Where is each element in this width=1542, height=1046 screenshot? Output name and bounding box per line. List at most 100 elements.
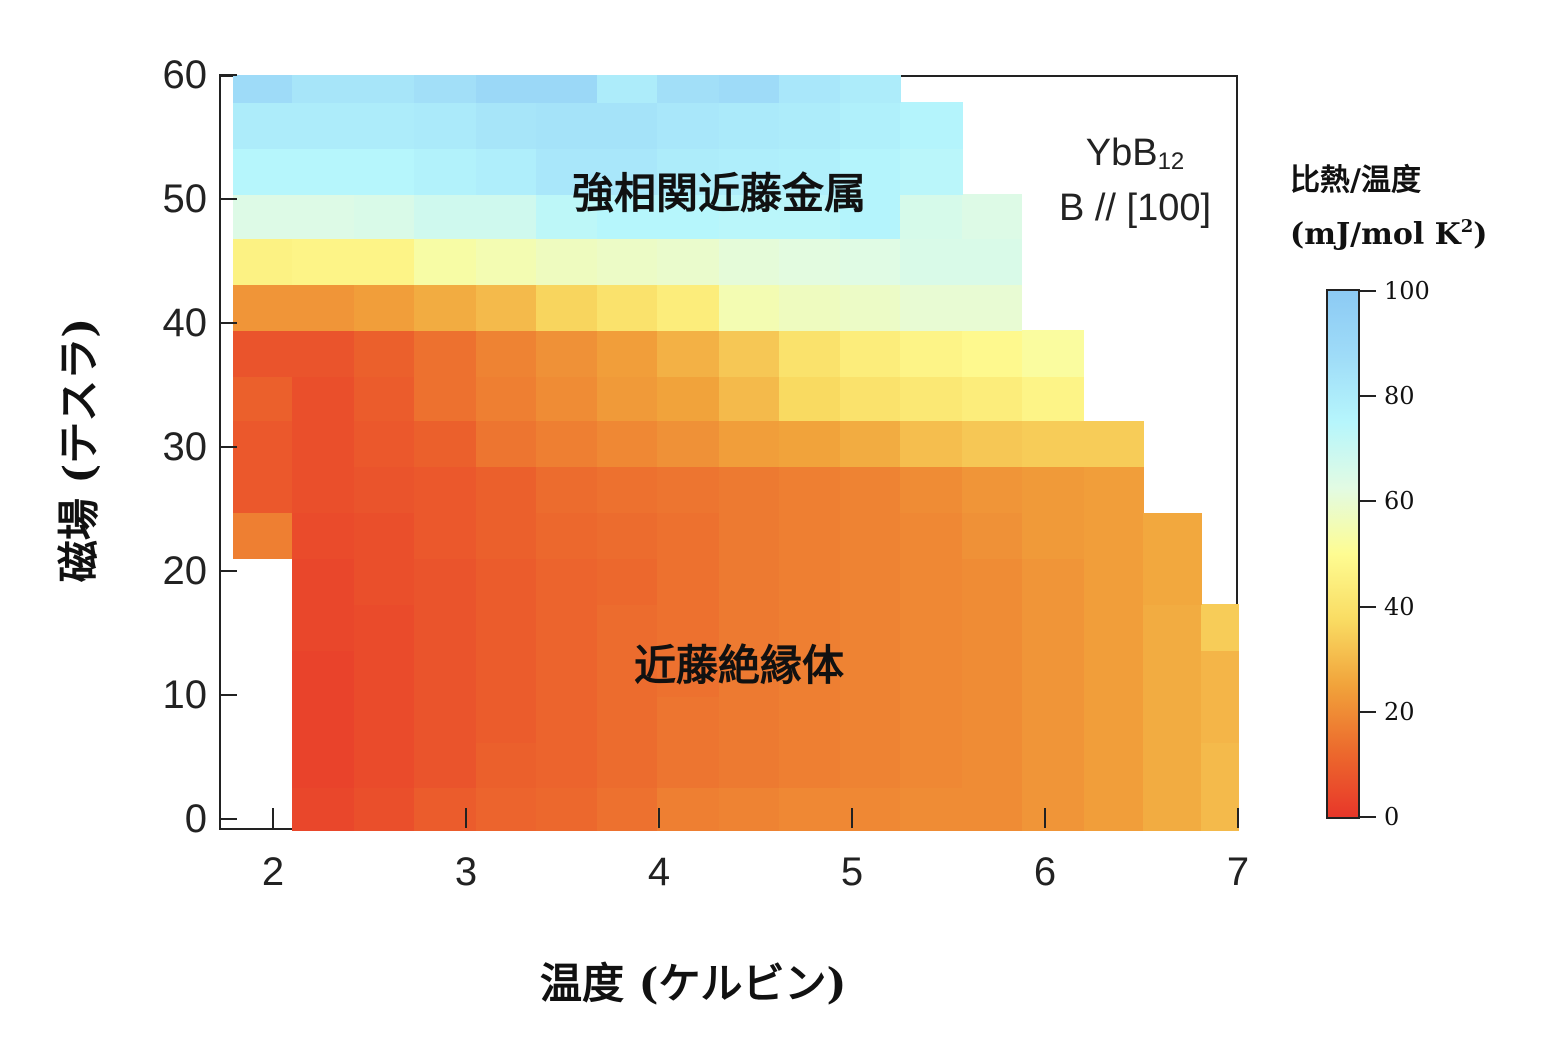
heatmap-cell (292, 558, 355, 605)
field-orientation: B // [100] (1058, 187, 1212, 229)
heatmap-cell (535, 696, 598, 743)
heatmap-cell (962, 420, 1023, 468)
heatmap-cell (354, 148, 415, 195)
heatmap-cell (778, 102, 842, 149)
heatmap-cell (292, 741, 355, 789)
sample-label: YbB12 B // [100] (1030, 130, 1240, 231)
heatmap-cell (292, 75, 355, 103)
heatmap-cell (900, 787, 963, 831)
heatmap-cell (778, 650, 842, 697)
heatmap-cell (1083, 466, 1145, 514)
heatmap-cell (292, 420, 355, 468)
heatmap-cell (292, 148, 355, 195)
heatmap-cell (718, 466, 780, 514)
heatmap-cell (657, 604, 720, 651)
heatmap-cell (657, 376, 720, 422)
heatmap-cell (962, 194, 1023, 240)
colorbar-unit: (mJ/mol K2) (1290, 216, 1488, 252)
heatmap-cell (718, 696, 780, 743)
heatmap-cell (354, 558, 415, 605)
heatmap-cell (900, 148, 963, 195)
heatmap-cell (413, 330, 477, 377)
sample-formula: YbB (1085, 132, 1158, 174)
y-tick-label: 0 (184, 796, 207, 841)
heatmap-cell (1083, 650, 1145, 697)
heatmap-cell (475, 238, 537, 286)
heatmap-cell (1143, 650, 1202, 697)
heatmap-cell (778, 376, 842, 422)
heatmap-cell (597, 650, 658, 697)
heatmap-cell (718, 194, 780, 240)
y-tick (219, 197, 237, 200)
heatmap-cell (232, 376, 293, 422)
heatmap-cell (292, 102, 355, 149)
heatmap-cell (475, 650, 537, 697)
heatmap-cell (1201, 604, 1239, 651)
heatmap-cell (232, 512, 293, 560)
x-tick (658, 808, 661, 828)
heatmap-cell (840, 604, 901, 651)
heatmap-cell (413, 512, 477, 560)
heatmap-cell (475, 696, 537, 743)
heatmap-cell (718, 650, 780, 697)
heatmap-cell (475, 330, 537, 377)
heatmap-cell (597, 194, 658, 240)
heatmap-cell (962, 376, 1023, 422)
heatmap-cell (232, 148, 293, 195)
heatmap-cell (1021, 696, 1085, 743)
heatmap-cell (1143, 696, 1202, 743)
heatmap-cell (962, 741, 1023, 789)
x-tick-label: 7 (1226, 850, 1250, 894)
heatmap-cell (657, 787, 720, 831)
heatmap-cell (840, 102, 901, 149)
colorbar-tick (1360, 395, 1376, 398)
heatmap-cell (900, 466, 963, 514)
heatmap-cell (1201, 650, 1239, 697)
region-label-kondo-metal: 強相関近藤金属 (572, 169, 867, 218)
heatmap-cell (535, 376, 598, 422)
heatmap-cell (475, 148, 537, 195)
heatmap-cell (900, 558, 963, 605)
colorbar-tick (1360, 290, 1376, 292)
heatmap-cell (597, 75, 658, 103)
heatmap-cell (475, 284, 537, 331)
y-tick (219, 445, 237, 448)
colorbar-quantity: 比熱/温度 (1290, 163, 1421, 198)
heatmap-cell (597, 512, 658, 560)
heatmap-cell (900, 512, 963, 560)
y-tick (219, 74, 237, 76)
heatmap-cell (232, 194, 293, 240)
heatmap-cell (475, 194, 537, 240)
x-tick (1044, 808, 1046, 828)
heatmap-cell (657, 238, 720, 286)
heatmap-cell (535, 194, 598, 240)
heatmap-cell (413, 238, 477, 286)
heatmap-cell (778, 330, 842, 377)
heatmap-cell (354, 787, 415, 831)
heatmap-cell (292, 787, 355, 831)
heatmap-cell (840, 466, 901, 514)
heatmap-cell (657, 284, 720, 331)
heatmap-cell (535, 238, 598, 286)
heatmap-cell (1143, 558, 1202, 605)
heatmap-cell (413, 75, 477, 103)
colorbar-tick-label: 40 (1384, 592, 1415, 621)
heatmap-cell (657, 558, 720, 605)
x-tick-label: 5 (840, 850, 864, 894)
heatmap-cell (354, 75, 415, 103)
heatmap-cell (778, 512, 842, 560)
heatmap-cell (535, 466, 598, 514)
heatmap-cell (718, 604, 780, 651)
heatmap-cell (962, 558, 1023, 605)
heatmap-cell (900, 284, 963, 331)
heatmap-cell (840, 330, 901, 377)
heatmap-cell (354, 194, 415, 240)
heatmap-cell (1021, 466, 1085, 514)
heatmap-cell (535, 558, 598, 605)
heatmap-cell (840, 238, 901, 286)
heatmap-cell (1083, 696, 1145, 743)
x-tick (272, 808, 275, 828)
colorbar-tick-label: 0 (1384, 803, 1400, 831)
x-tick-label: 3 (454, 850, 478, 894)
heatmap-cell (778, 148, 842, 195)
